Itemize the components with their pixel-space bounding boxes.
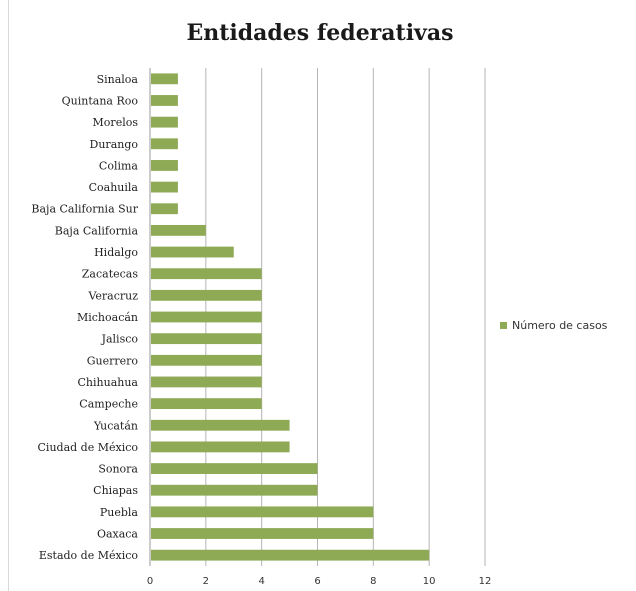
bar — [151, 116, 178, 128]
category-label: Morelos — [93, 116, 139, 129]
bar — [151, 333, 262, 345]
category-label: Puebla — [100, 506, 139, 519]
x-tick-label: 2 — [203, 576, 209, 587]
x-tick-label: 12 — [479, 576, 492, 587]
legend: Número de casos — [500, 319, 607, 332]
bar — [151, 160, 178, 171]
category-label: Durango — [90, 138, 139, 151]
category-label: Michoacán — [77, 311, 138, 324]
bar — [151, 73, 178, 85]
category-label: Chiapas — [93, 484, 138, 497]
category-label: Oaxaca — [97, 528, 138, 541]
bar — [151, 484, 318, 496]
bar — [151, 268, 262, 280]
bar — [151, 354, 262, 366]
bar — [151, 376, 262, 388]
bar — [151, 506, 374, 518]
chart-title: Entidades federativas — [186, 20, 454, 46]
bar — [151, 289, 262, 301]
x-tick-labels: 0 2 4 6 8 10 12 — [147, 576, 492, 587]
bar — [151, 398, 262, 410]
category-label: Campeche — [79, 398, 138, 411]
category-label: Baja California — [55, 224, 139, 237]
bar — [151, 463, 318, 474]
category-label: Estado de México — [39, 549, 139, 562]
bar — [151, 441, 290, 453]
bar — [151, 419, 290, 431]
x-tick-label: 8 — [370, 576, 376, 587]
bar — [151, 549, 430, 561]
bar — [151, 138, 178, 150]
category-labels: Sinaloa Quintana Roo Morelos Durango Colima C… — [31, 73, 138, 562]
x-tick-label: 0 — [147, 576, 153, 587]
bar — [151, 224, 206, 236]
bar — [151, 181, 178, 193]
category-label: Coahuila — [89, 181, 139, 194]
x-tick-label: 4 — [258, 576, 264, 587]
bars — [151, 73, 430, 561]
category-label: Veracruz — [87, 289, 138, 302]
category-label: Sonora — [98, 463, 138, 476]
category-label: Guerrero — [87, 354, 139, 367]
legend-label: Número de casos — [512, 319, 608, 332]
category-label: Colima — [99, 159, 139, 172]
category-label: Hidalgo — [94, 246, 138, 259]
category-label: Yucatán — [93, 419, 138, 432]
category-label: Jalisco — [101, 333, 139, 346]
bar — [151, 311, 262, 323]
frame-left-border — [8, 0, 9, 591]
legend-swatch — [500, 322, 507, 329]
category-label: Zacatecas — [82, 268, 139, 281]
bar — [151, 203, 178, 215]
x-tick-label: 6 — [314, 576, 320, 587]
bar — [151, 528, 374, 539]
category-label: Chihuahua — [78, 376, 139, 389]
category-label: Baja California Sur — [31, 203, 138, 216]
bar — [151, 246, 234, 258]
gridlines — [149, 68, 486, 566]
bar — [151, 95, 178, 106]
x-tick-label: 10 — [423, 576, 436, 587]
category-label: Sinaloa — [97, 73, 139, 86]
category-label: Quintana Roo — [62, 94, 139, 107]
category-label: Ciudad de México — [38, 441, 139, 454]
